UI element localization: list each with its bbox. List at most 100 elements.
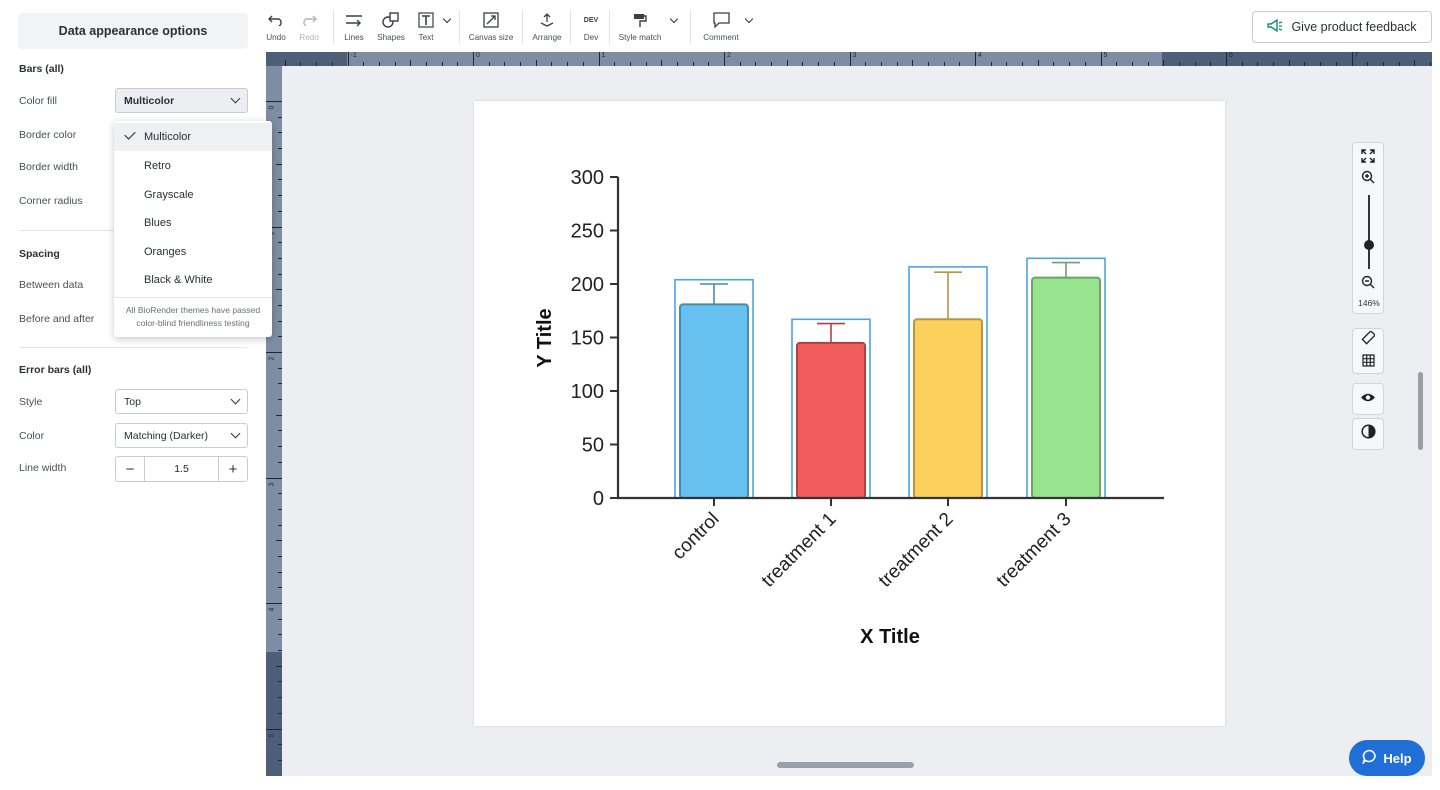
chevron-down-icon[interactable] — [669, 14, 679, 24]
ruler-number: -1 — [350, 52, 357, 59]
bar — [679, 303, 749, 499]
ruler-tick — [1194, 62, 1196, 66]
chevron-down-icon[interactable] — [744, 14, 754, 24]
ruler-tick — [1429, 62, 1431, 66]
dropdown-option[interactable]: Black & White — [114, 266, 272, 294]
ruler-tick — [975, 52, 976, 66]
contrast-button[interactable] — [1352, 418, 1384, 450]
toolbar-separator — [522, 10, 523, 44]
ruler-tick — [276, 289, 282, 291]
ruler-tick — [912, 60, 914, 66]
ruler-tick — [771, 62, 773, 66]
ruler-tick — [1022, 62, 1024, 66]
canvas-size-button[interactable]: Canvas size — [469, 10, 513, 42]
ruler-icon[interactable] — [1361, 329, 1376, 350]
toolbar: Undo Redo Lines Shapes Text — [258, 0, 1440, 52]
text-icon — [418, 10, 434, 30]
zoom-out-icon[interactable] — [1361, 275, 1375, 292]
preview-button[interactable] — [1352, 383, 1384, 415]
spacing-heading: Spacing — [19, 248, 60, 260]
shapes-icon — [382, 10, 400, 30]
bar — [796, 341, 866, 499]
style-match-button[interactable]: Style match — [619, 10, 661, 42]
arrange-button[interactable]: Arrange — [527, 10, 567, 42]
ruler-tick — [1084, 62, 1086, 66]
ruler-highlight — [347, 52, 1162, 66]
help-button[interactable]: Help — [1349, 740, 1425, 776]
ruler-tick — [708, 62, 710, 66]
between-data-label: Between data — [19, 279, 84, 291]
divider — [19, 347, 247, 348]
ruler-tick — [331, 62, 333, 66]
zoom-slider-handle[interactable] — [1364, 240, 1374, 250]
give-feedback-button[interactable]: Give product feedback — [1252, 11, 1432, 43]
dev-button[interactable]: DEV Dev — [571, 10, 611, 43]
fit-screen-icon[interactable] — [1361, 149, 1375, 166]
ruler-tick — [582, 62, 584, 66]
x-tick-label: treatment 1 — [758, 509, 841, 592]
vertical-scrollbar[interactable] — [1418, 372, 1423, 450]
bar-chart[interactable]: control treatment 1 treatment 2 treatment 3… — [474, 101, 1225, 726]
horizontal-scrollbar[interactable] — [777, 762, 914, 768]
ruler-number: 5 — [268, 733, 276, 737]
shapes-button[interactable]: Shapes — [371, 10, 411, 42]
redo-button[interactable]: Redo — [289, 10, 329, 42]
line-width-input[interactable]: 1.5 — [144, 457, 219, 481]
ruler-tick — [1178, 62, 1180, 66]
ruler-tick — [1288, 60, 1290, 66]
text-button[interactable]: Text — [406, 10, 446, 42]
color-fill-select[interactable]: Multicolor — [115, 88, 248, 113]
ruler-tick — [1367, 62, 1369, 66]
ruler-tick — [266, 603, 282, 604]
dev-label: Dev — [583, 33, 599, 42]
feedback-label: Give product feedback — [1291, 20, 1417, 34]
error-color-select[interactable]: Matching (Darker) — [115, 423, 248, 448]
ruler-tick — [278, 179, 282, 181]
y-tick-label: 250 — [571, 221, 604, 243]
redo-icon — [301, 10, 317, 30]
dropdown-option[interactable]: Retro — [114, 152, 272, 180]
ruler-tick — [266, 101, 282, 102]
ruler-grid-toggle[interactable] — [1352, 328, 1384, 374]
style-label: Style — [19, 396, 43, 408]
zoom-in-icon[interactable] — [1361, 170, 1375, 187]
canvas-workspace[interactable]: -1 0 1 2 3 4 5 6 7 0 1 2 3 4 5 control treatment 1 trea… — [266, 52, 1432, 776]
ruler-tick — [278, 493, 282, 495]
undo-icon — [268, 10, 284, 30]
ruler-number: 5 — [1103, 52, 1108, 59]
ruler-tick — [535, 60, 537, 66]
ruler-tick — [278, 273, 282, 275]
dropdown-option[interactable]: Multicolor — [114, 123, 272, 151]
ruler-tick — [278, 587, 282, 589]
comment-button[interactable]: Comment — [701, 10, 741, 42]
ruler-tick — [441, 62, 443, 66]
toolbar-separator — [609, 10, 610, 44]
grid-icon[interactable] — [1361, 353, 1375, 372]
artboard[interactable]: control treatment 1 treatment 2 treatment 3… — [474, 101, 1225, 726]
ruler-tick — [394, 62, 396, 66]
x-axis-title: X Title — [860, 626, 920, 648]
y-tick-label: 150 — [571, 328, 604, 350]
decrement-button[interactable]: − — [125, 460, 135, 478]
dropdown-option[interactable]: Oranges — [114, 238, 272, 266]
undo-button[interactable]: Undo — [256, 10, 296, 42]
ruler-tick — [739, 62, 741, 66]
ruler-tick — [278, 571, 282, 573]
ruler-tick — [278, 634, 282, 636]
lines-button[interactable]: Lines — [334, 10, 374, 42]
ruler-tick — [802, 62, 804, 66]
color-fill-value: Multicolor — [124, 94, 175, 107]
chevron-down-icon — [230, 428, 241, 439]
ruler-tick — [363, 62, 365, 66]
ruler-tick — [661, 60, 663, 66]
dropdown-option[interactable]: Blues — [114, 209, 272, 237]
dropdown-option[interactable]: Grayscale — [114, 181, 272, 209]
line-width-stepper: − 1.5 + — [115, 456, 248, 482]
zoom-slider-track[interactable] — [1368, 195, 1370, 269]
option-label: Retro — [144, 160, 171, 172]
increment-button[interactable]: + — [228, 460, 238, 478]
redo-label: Redo — [299, 33, 319, 42]
toolbar-separator — [570, 10, 571, 44]
bar — [1031, 276, 1101, 499]
error-style-select[interactable]: Top — [115, 389, 248, 414]
